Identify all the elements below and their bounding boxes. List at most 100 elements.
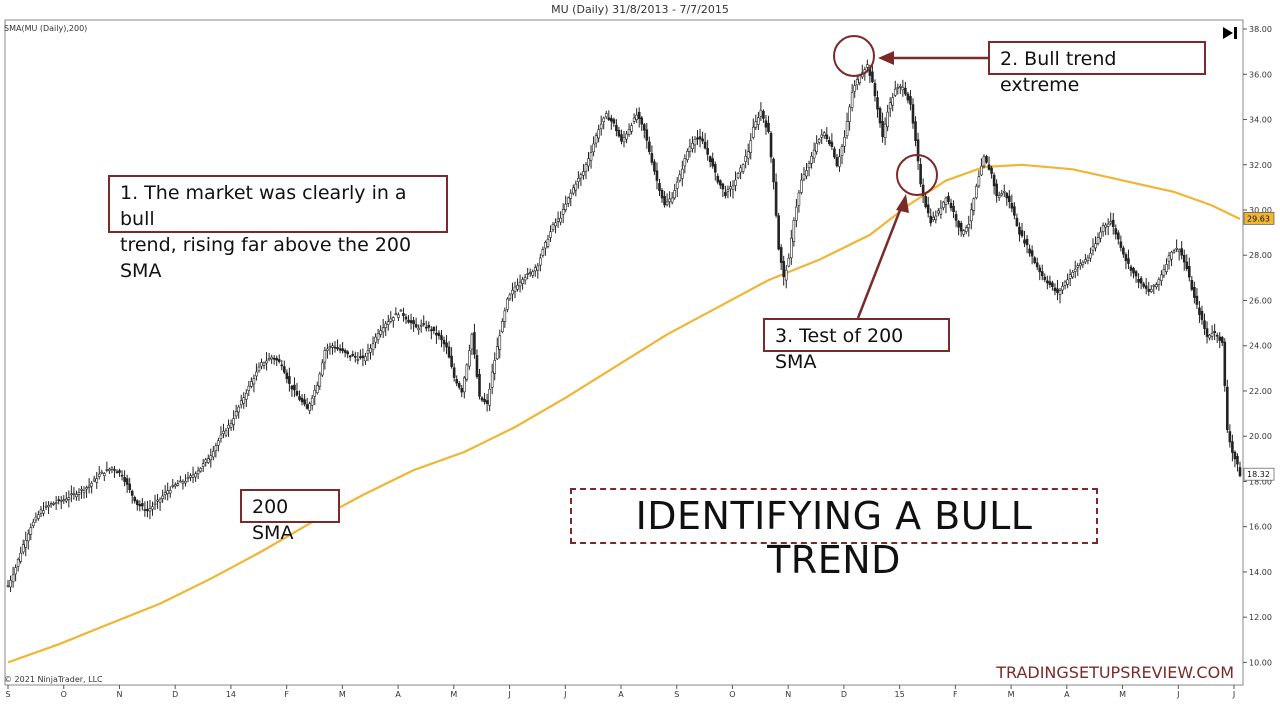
candle-body	[1228, 431, 1232, 443]
candle-body	[123, 477, 126, 482]
candle-body	[754, 121, 758, 128]
candle-body	[232, 418, 235, 425]
candle-body	[683, 158, 687, 167]
candle-body	[997, 195, 1001, 198]
candle-body	[511, 289, 514, 295]
candle-body	[95, 478, 99, 483]
annotation-layer	[833, 35, 988, 319]
candle-body	[288, 376, 291, 384]
candle-body	[290, 385, 294, 390]
candle-body	[1152, 284, 1156, 287]
candle-body	[980, 165, 983, 176]
note-sma-label-text: 200 SMA	[252, 496, 294, 544]
candle-body	[1122, 247, 1125, 255]
candle-body	[1033, 257, 1036, 263]
candle-body	[703, 141, 707, 149]
candle-body	[356, 359, 360, 361]
candle-body	[386, 321, 390, 325]
candle-body	[414, 324, 418, 328]
candle-body	[328, 346, 332, 349]
candle-body	[1010, 202, 1014, 209]
candle-body	[972, 198, 976, 211]
y-tick-label: 26.00	[1249, 296, 1272, 305]
candle-body	[787, 257, 791, 267]
candle-body	[120, 474, 124, 477]
candle-body	[374, 336, 377, 343]
candle-body	[564, 203, 567, 211]
candle-body	[1109, 221, 1113, 224]
candle-body	[42, 510, 45, 514]
candle-body	[713, 164, 717, 173]
candle-body	[227, 424, 230, 429]
candle-body	[468, 350, 471, 367]
candle-body	[528, 272, 532, 274]
candle-body	[911, 104, 915, 124]
candle-body	[199, 468, 202, 472]
candle-body	[1119, 241, 1123, 248]
candle-body	[896, 87, 900, 89]
y-tick-label: 14.00	[1249, 568, 1272, 577]
candle-body	[110, 467, 114, 470]
candle-body	[135, 500, 139, 506]
candle-body	[359, 356, 362, 359]
watermark-text: TRADINGSETUPSREVIEW.COM	[995, 663, 1234, 682]
candle-body	[267, 358, 271, 361]
candle-body	[346, 351, 349, 355]
y-tick-label: 10.00	[1249, 658, 1272, 667]
candle-body	[929, 215, 933, 224]
candle-body	[959, 222, 963, 232]
candle-body	[450, 355, 453, 367]
candle-body	[645, 129, 649, 141]
candle-body	[734, 179, 737, 186]
plot-frame	[4, 19, 1244, 686]
candle-body	[797, 192, 801, 206]
note-bull-trend-line2: trend, rising far above the 200 SMA	[120, 234, 412, 282]
y-tick-label: 34.00	[1249, 116, 1272, 125]
candle-body	[810, 156, 813, 164]
note-bull-trend: 1. The market was clearly in a bull tren…	[108, 175, 448, 282]
candle-body	[1096, 237, 1100, 244]
note-bull-trend-line1: 1. The market was clearly in a bull	[120, 182, 407, 230]
x-tick-label: A	[618, 690, 624, 699]
candle-body	[506, 298, 509, 310]
candle-body	[138, 504, 142, 507]
candle-body	[1213, 330, 1216, 334]
candle-body	[6, 585, 10, 587]
candle-body	[516, 284, 519, 290]
skip-to-end-icon[interactable]	[1223, 27, 1237, 39]
candle-body	[779, 247, 783, 263]
candle-body	[321, 362, 324, 376]
candle-body	[146, 508, 149, 512]
candle-body	[642, 124, 646, 131]
y-tick-label: 20.00	[1249, 432, 1272, 441]
candle-body	[303, 399, 306, 405]
candle-body	[1089, 253, 1092, 259]
candle-body	[435, 332, 438, 336]
candle-body	[805, 170, 808, 177]
candle-body	[942, 201, 945, 208]
candle-body	[800, 179, 803, 193]
x-tick-label: M	[1119, 690, 1126, 699]
candle-body	[985, 156, 988, 163]
candle-body	[904, 87, 907, 95]
candle-body	[546, 239, 550, 247]
candle-body	[62, 499, 66, 502]
candle-body	[921, 184, 925, 196]
candle-body	[556, 218, 560, 222]
candle-body	[1177, 249, 1181, 253]
candle-body	[480, 397, 484, 401]
candle-body	[80, 488, 83, 491]
y-tick-label: 24.00	[1249, 342, 1272, 351]
candle-body	[72, 492, 76, 495]
candle-body	[176, 483, 180, 486]
candle-body	[265, 360, 268, 364]
candle-body	[1208, 334, 1211, 339]
candle-body	[1043, 276, 1047, 280]
candle-body	[153, 502, 157, 505]
candle-body	[1068, 274, 1072, 279]
candle-body	[128, 483, 131, 491]
candle-body	[353, 355, 357, 358]
candle-body	[729, 186, 732, 190]
candle-body	[503, 310, 507, 322]
